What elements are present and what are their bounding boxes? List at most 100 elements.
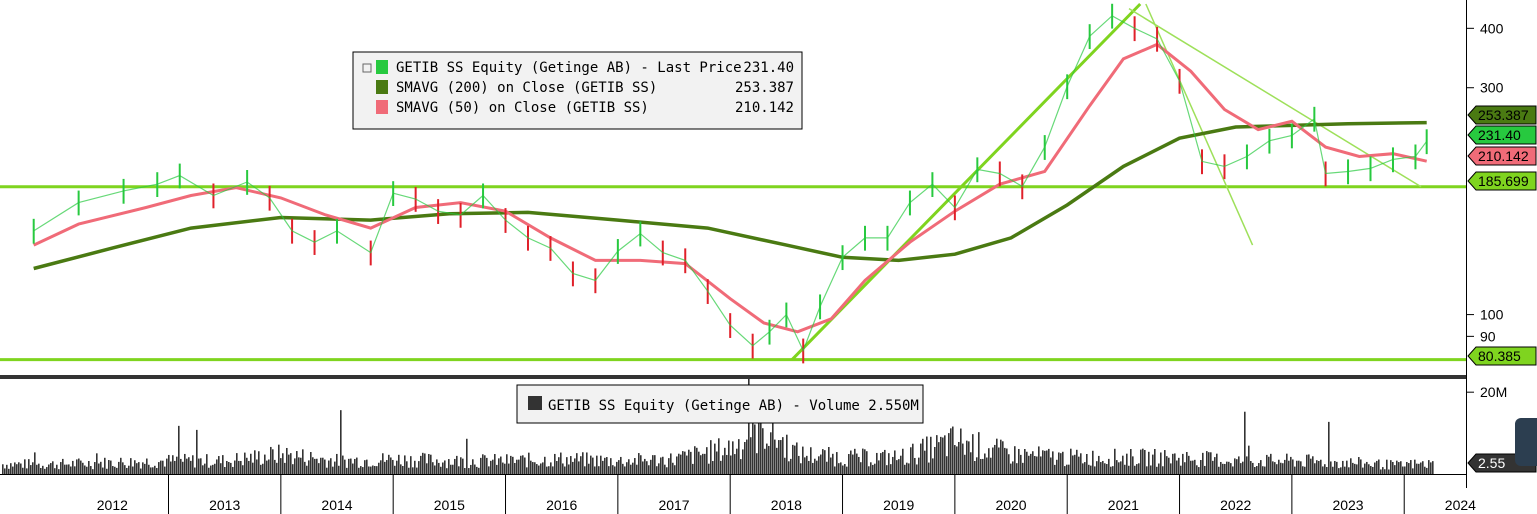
volume-bar	[1266, 454, 1268, 474]
volume-bar	[1182, 453, 1184, 474]
legends: GETIB SS Equity (Getinge AB) - Last Pric…	[352, 51, 924, 424]
volume-bar	[550, 462, 552, 474]
volume-bar	[844, 464, 846, 474]
volume-bar	[740, 459, 742, 474]
volume-bar	[456, 455, 458, 474]
volume-bar	[528, 452, 530, 474]
volume-bar	[278, 444, 280, 474]
volume-bar	[142, 462, 144, 474]
volume-bar	[1374, 462, 1376, 474]
volume-bar	[210, 465, 212, 474]
volume-bar	[262, 463, 264, 474]
volume-bar	[604, 457, 606, 474]
volume-bar	[14, 462, 16, 474]
volume-bar	[622, 463, 624, 474]
volume-bar	[938, 442, 940, 474]
volume-bar	[778, 440, 780, 474]
volume-bar	[404, 455, 406, 474]
volume-bar	[1178, 457, 1180, 474]
volume-bar	[1272, 461, 1274, 474]
volume-bar	[760, 410, 762, 474]
volume-bar	[236, 453, 238, 474]
volume-bar	[28, 459, 30, 474]
volume-bar	[482, 454, 484, 474]
volume-bar	[64, 464, 66, 474]
volume-bar	[112, 466, 114, 474]
volume-bar	[970, 452, 972, 474]
volume-bar	[38, 463, 40, 474]
volume-bar	[510, 455, 512, 474]
volume-bar	[1356, 464, 1358, 474]
volume-bar	[62, 458, 64, 474]
volume-bar	[672, 462, 674, 474]
volume-bar	[742, 449, 744, 474]
volume-bar	[270, 446, 272, 474]
volume-bar	[292, 464, 294, 474]
volume-bar	[732, 441, 734, 474]
volume-bar	[442, 462, 444, 474]
y-tick-label: 100	[1480, 307, 1504, 323]
volume-bar	[538, 465, 540, 474]
volume-bar	[752, 416, 754, 474]
volume-bar	[698, 451, 700, 474]
volume-bar	[662, 456, 664, 474]
volume-bar	[78, 458, 80, 474]
volume-bar	[120, 457, 122, 474]
legend-label: GETIB SS Equity (Getinge AB) - Volume 2.…	[548, 398, 919, 414]
volume-bar	[346, 467, 348, 474]
volume-bar	[320, 457, 322, 474]
price-legend: GETIB SS Equity (Getinge AB) - Last Pric…	[352, 51, 803, 130]
volume-bar	[494, 454, 496, 474]
volume-bar	[138, 462, 140, 474]
volume-bar	[1216, 453, 1218, 474]
volume-bar	[842, 465, 844, 474]
volume-bar	[902, 448, 904, 474]
volume-bar	[144, 463, 146, 474]
volume-bar	[222, 455, 224, 474]
volume-bar	[412, 467, 414, 474]
volume-bar	[1282, 463, 1284, 474]
volume-bar	[554, 453, 556, 474]
volume-bar	[1334, 460, 1336, 474]
volume-bar	[102, 467, 104, 474]
volume-bar	[1164, 450, 1166, 474]
volume-bar	[508, 463, 510, 474]
volume-bar	[738, 439, 740, 474]
volume-bar	[764, 448, 766, 474]
volume-bar	[332, 466, 334, 474]
volume-bar	[356, 457, 358, 474]
scroll-handle-icon[interactable]	[1515, 418, 1537, 466]
volume-bar	[614, 466, 616, 474]
volume-bar	[1366, 461, 1368, 474]
volume-bar	[568, 464, 570, 474]
volume-bar	[798, 455, 800, 474]
volume-bar	[652, 455, 654, 474]
volume-bar	[688, 449, 690, 474]
volume-bar	[750, 437, 752, 474]
volume-bar	[838, 463, 840, 474]
volume-bar	[390, 457, 392, 474]
volume-bar	[906, 462, 908, 474]
volume-bar	[1186, 451, 1188, 474]
volume-bar	[174, 460, 176, 474]
volume-bar	[94, 462, 96, 474]
volume-bar	[1274, 462, 1276, 474]
volume-bar	[1412, 468, 1414, 474]
volume-bar	[438, 462, 440, 474]
volume-bar	[996, 438, 998, 474]
volume-bar	[1116, 460, 1118, 474]
volume-bar	[982, 458, 984, 474]
volume-bar	[250, 453, 252, 474]
legend-swatch	[528, 396, 542, 410]
volume-bar	[324, 459, 326, 474]
volume-bar	[1410, 460, 1412, 474]
volume-bar	[1060, 453, 1062, 474]
volume-bar	[1184, 462, 1186, 474]
value-tag-shape	[1467, 146, 1537, 166]
collapse-icon	[362, 63, 372, 73]
sma200-line	[33, 120, 1427, 271]
volume-bar	[910, 447, 912, 474]
volume-bar	[52, 461, 54, 474]
volume-bar	[1432, 461, 1434, 474]
x-tick-label: 2012	[97, 497, 128, 513]
